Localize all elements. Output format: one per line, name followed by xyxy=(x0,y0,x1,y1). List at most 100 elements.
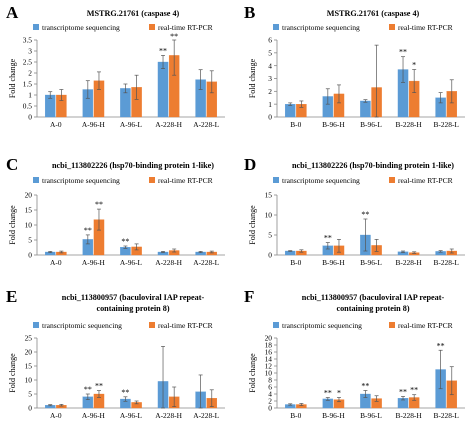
y-tick-label: 0 xyxy=(268,404,272,413)
y-tick-label: 10 xyxy=(25,376,33,385)
y-tick-label: 20 xyxy=(25,191,33,200)
legend-swatch xyxy=(273,177,279,183)
x-tick-label: B-0 xyxy=(290,411,301,420)
x-tick-label: B-228-H xyxy=(395,120,422,129)
x-tick-label: A-228-H xyxy=(155,411,182,420)
y-tick-label: 4 xyxy=(268,61,272,70)
panel-letter: E xyxy=(6,287,17,306)
x-tick-label: B-0 xyxy=(290,120,301,129)
significance-label: ** xyxy=(361,382,369,391)
significance-label: ** xyxy=(399,387,407,396)
y-axis-label: Fold change xyxy=(248,353,257,393)
y-tick-label: 20 xyxy=(265,334,273,343)
y-tick-label: 2 xyxy=(268,87,272,96)
x-tick-label: A-0 xyxy=(50,258,62,267)
significance-label: ** xyxy=(84,226,92,235)
legend-label: real-time RT-PCR xyxy=(158,176,214,185)
x-tick-label: A-228-L xyxy=(193,120,219,129)
legend-swatch xyxy=(149,177,155,183)
y-tick-label: 10 xyxy=(265,211,273,220)
legend-swatch xyxy=(33,322,39,328)
y-tick-label: 0.5 xyxy=(23,102,33,111)
y-axis-label: Fold change xyxy=(8,205,17,245)
x-tick-label: A-228-L xyxy=(193,258,219,267)
panel-letter: C xyxy=(6,155,18,174)
legend-label: real-time RT-PCR xyxy=(398,321,454,330)
y-tick-label: 0 xyxy=(268,113,272,122)
legend-swatch xyxy=(389,24,395,30)
panel-letter: A xyxy=(6,3,19,22)
significance-label: ** xyxy=(361,210,369,219)
legend-label: transcriptome sequencing xyxy=(42,176,120,185)
y-tick-label: 2.5 xyxy=(23,58,33,67)
y-tick-label: 5 xyxy=(28,236,32,245)
y-tick-label: 14 xyxy=(265,355,273,364)
x-tick-label: B-228-H xyxy=(395,411,422,420)
y-tick-label: 0 xyxy=(28,113,32,122)
y-tick-label: 4 xyxy=(268,390,272,399)
x-tick-label: B-228-L xyxy=(433,411,459,420)
y-tick-label: 18 xyxy=(265,341,273,350)
legend-label: transcriptome sequencing xyxy=(42,23,120,32)
y-tick-label: 3 xyxy=(28,47,32,56)
y-tick-label: 5 xyxy=(268,231,272,240)
significance-label: ** xyxy=(410,386,418,395)
y-tick-label: 0 xyxy=(268,251,272,260)
significance-label: ** xyxy=(84,385,92,394)
y-tick-label: 25 xyxy=(25,334,33,343)
x-tick-label: B-96-L xyxy=(360,120,382,129)
y-axis-label: Fold change xyxy=(248,205,257,245)
x-tick-label: A-96-L xyxy=(120,120,143,129)
bar xyxy=(360,100,371,118)
y-tick-label: 10 xyxy=(25,221,33,230)
panel-letter: D xyxy=(244,155,256,174)
legend-swatch xyxy=(273,322,279,328)
x-tick-label: A-96-H xyxy=(82,120,106,129)
chart-title: ncbi_113800957 (baculoviral IAP repeat- xyxy=(302,293,445,302)
chart-title: MSTRG.21761 (caspase 4) xyxy=(87,9,180,18)
y-tick-label: 1.5 xyxy=(23,80,33,89)
y-axis-label: Fold change xyxy=(248,58,257,98)
x-tick-label: A-228-L xyxy=(193,411,219,420)
y-tick-label: 3.5 xyxy=(23,36,33,45)
panel-letter: F xyxy=(244,287,254,306)
y-tick-label: 6 xyxy=(268,383,272,392)
legend-label: transcriptomic sequencing xyxy=(42,321,122,330)
legend-label: real-time RT-PCR xyxy=(398,176,454,185)
y-tick-label: 5 xyxy=(268,48,272,57)
y-tick-label: 2 xyxy=(28,69,32,78)
x-tick-label: B-96-H xyxy=(322,258,345,267)
significance-label: ** xyxy=(95,200,103,209)
legend-swatch xyxy=(149,24,155,30)
legend-swatch xyxy=(149,322,155,328)
significance-label: ** xyxy=(170,32,178,41)
chart-title-line-2: containing protein 8) xyxy=(336,304,409,313)
chart-title-line-2: containing protein 8) xyxy=(96,304,169,313)
legend-label: transcriptomic sequencing xyxy=(282,321,362,330)
legend-swatch xyxy=(273,24,279,30)
y-tick-label: 20 xyxy=(25,348,33,357)
x-tick-label: A-0 xyxy=(50,411,62,420)
x-tick-label: A-228-H xyxy=(155,120,182,129)
significance-label: ** xyxy=(437,341,445,350)
legend-swatch xyxy=(389,322,395,328)
significance-label: ** xyxy=(399,48,407,57)
y-tick-label: 0 xyxy=(28,251,32,260)
legend-label: real-time RT-PCR xyxy=(398,23,454,32)
y-tick-label: 5 xyxy=(28,390,32,399)
legend-label: transcriptome sequencing xyxy=(282,23,360,32)
x-tick-label: B-96-H xyxy=(322,411,345,420)
x-tick-label: B-0 xyxy=(290,258,301,267)
chart-title: MSTRG.21761 (caspase 4) xyxy=(327,9,420,18)
significance-label: * xyxy=(337,389,341,398)
y-tick-label: 12 xyxy=(265,362,273,371)
y-tick-label: 6 xyxy=(268,36,272,45)
y-tick-label: 16 xyxy=(265,348,273,357)
chart-panel-a: A MSTRG.21761 (caspase 4) transcriptome se… xyxy=(6,3,225,129)
x-tick-label: B-96-H xyxy=(322,120,345,129)
